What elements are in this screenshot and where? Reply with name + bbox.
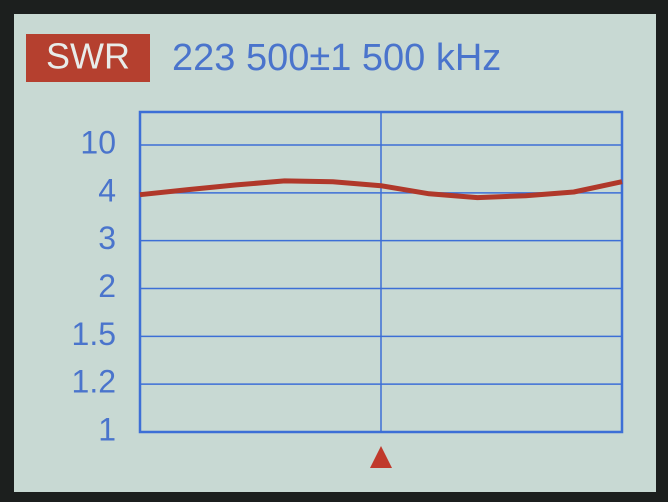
y-tick-label: 1.5 bbox=[72, 316, 116, 352]
y-tick-label: 1 bbox=[98, 411, 116, 447]
screen: SWR 223 500±1 500 kHz 1 1.2 1.5 2 3 4 10 bbox=[0, 0, 668, 502]
y-tick-label: 4 bbox=[98, 172, 116, 208]
y-tick-label: 10 bbox=[80, 124, 116, 160]
chart-title: 223 500±1 500 kHz bbox=[172, 37, 501, 79]
badge: SWR bbox=[46, 36, 130, 77]
y-tick-label: 2 bbox=[98, 268, 116, 304]
y-tick-label: 3 bbox=[98, 220, 116, 256]
y-tick-label: 1.2 bbox=[72, 364, 116, 400]
